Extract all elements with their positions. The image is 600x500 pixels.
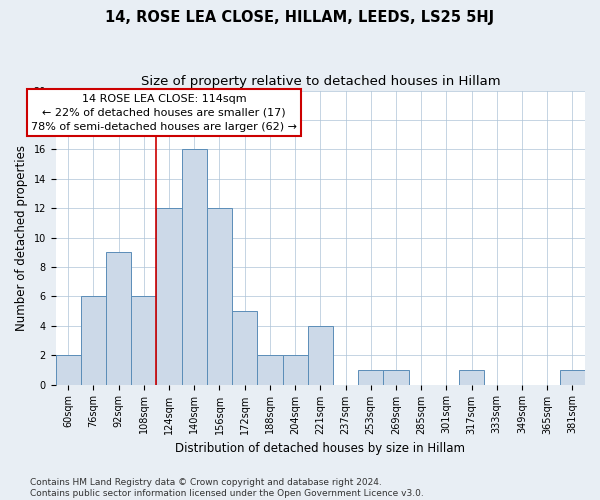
Text: 14 ROSE LEA CLOSE: 114sqm
← 22% of detached houses are smaller (17)
78% of semi-: 14 ROSE LEA CLOSE: 114sqm ← 22% of detac…: [31, 94, 297, 132]
Bar: [383, 370, 409, 384]
Text: Contains HM Land Registry data © Crown copyright and database right 2024.
Contai: Contains HM Land Registry data © Crown c…: [30, 478, 424, 498]
Bar: [308, 326, 333, 384]
Bar: [257, 355, 283, 384]
Bar: [157, 208, 182, 384]
Bar: [56, 355, 81, 384]
X-axis label: Distribution of detached houses by size in Hillam: Distribution of detached houses by size …: [175, 442, 466, 455]
Bar: [182, 150, 207, 384]
Bar: [459, 370, 484, 384]
Bar: [81, 296, 106, 384]
Title: Size of property relative to detached houses in Hillam: Size of property relative to detached ho…: [140, 75, 500, 88]
Bar: [283, 355, 308, 384]
Bar: [106, 252, 131, 384]
Bar: [560, 370, 585, 384]
Bar: [131, 296, 157, 384]
Bar: [207, 208, 232, 384]
Bar: [232, 311, 257, 384]
Bar: [358, 370, 383, 384]
Y-axis label: Number of detached properties: Number of detached properties: [15, 144, 28, 330]
Text: 14, ROSE LEA CLOSE, HILLAM, LEEDS, LS25 5HJ: 14, ROSE LEA CLOSE, HILLAM, LEEDS, LS25 …: [106, 10, 494, 25]
